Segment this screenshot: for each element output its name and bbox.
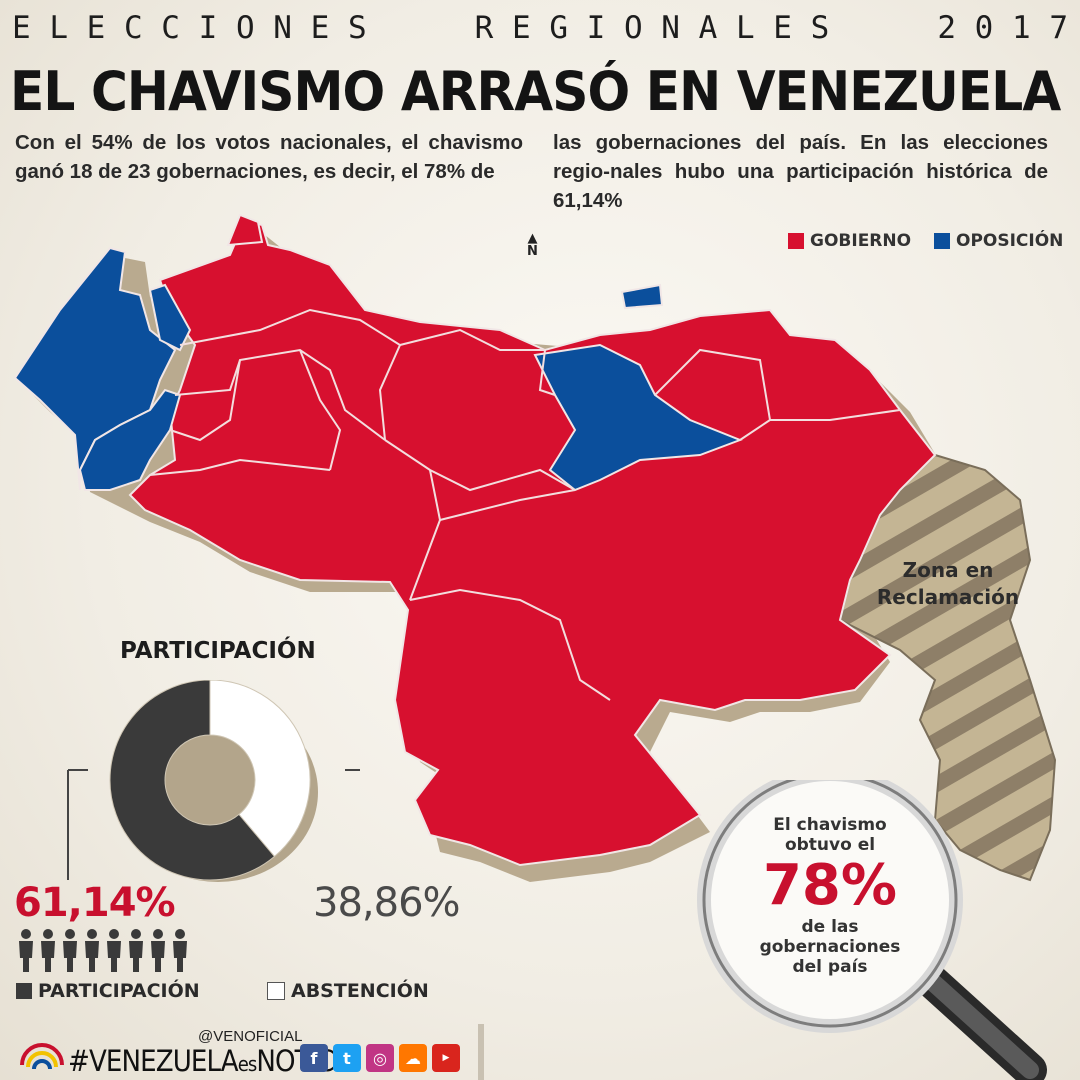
hashtag-part-a: #VENEZUELA: [68, 1044, 239, 1078]
abstencion-swatch: [267, 982, 285, 1000]
participation-pct: 61,14%: [14, 880, 176, 926]
page-title: EL CHAVISMO ARRASÓ EN VENEZUELA: [10, 60, 1061, 123]
person-icon: [129, 929, 143, 972]
legend-oposicion-label: OPOSICIÓN: [956, 231, 1064, 251]
oposicion-swatch: [934, 233, 950, 249]
state-borders: [149, 308, 901, 701]
callout-line2: obtuvo el: [784, 835, 876, 855]
twitter-icon[interactable]: t: [333, 1044, 361, 1072]
legend-abstencion-label: ABSTENCIÓN: [291, 980, 429, 1002]
person-icon: [151, 929, 165, 972]
callout-line1: El chavismo: [773, 815, 887, 835]
legend-participacion: PARTICIPACIÓN: [16, 980, 200, 1002]
donut-slice-participacion: [109, 680, 276, 881]
footer-handle: @VENOFICIAL: [198, 1028, 303, 1045]
donut-slice-abstencion: [209, 680, 311, 858]
person-icon: [173, 929, 187, 972]
footer-divider: [478, 1024, 484, 1080]
person-icon: [85, 929, 99, 972]
legend-gobierno-label: GOBIERNO: [810, 231, 912, 251]
abstention-pct: 38,86%: [313, 880, 461, 926]
callout-line4: gobernaciones: [759, 937, 901, 957]
people-icons: [19, 929, 187, 972]
north-arrow: ▲ N: [527, 232, 538, 258]
person-icon: [63, 929, 77, 972]
magnifier-icon: [697, 780, 1047, 1080]
hashtag-part-b: es: [237, 1052, 258, 1076]
instagram-icon[interactable]: ◎: [366, 1044, 394, 1072]
person-icon: [107, 929, 121, 972]
region-gobierno-peninsula: [226, 213, 264, 247]
legend-oposicion: OPOSICIÓN: [934, 231, 1063, 251]
lead-text-right: las gobernaciones del país. En las elecc…: [553, 131, 1048, 212]
kicker-word-1: E L E C C I O N E S: [12, 10, 367, 46]
person-icon: [19, 929, 33, 972]
legend-participacion-label: PARTICIPACIÓN: [38, 980, 200, 1002]
region-oposicion-tachira-merida: [78, 388, 182, 491]
kicker: E L E C C I O N E S R E G I O N A L E S …: [12, 10, 1068, 46]
callout-line3: de las: [801, 917, 859, 937]
callout-value: 78%: [762, 853, 898, 918]
kicker-word-3: 2 0 1 7: [937, 10, 1068, 46]
north-arrow-icon: ▲: [527, 231, 538, 246]
region-oposicion-nueva-esparta: [620, 283, 664, 310]
lead-text-left: Con el 54% de los votos nacionales, el c…: [15, 131, 523, 183]
north-label: N: [527, 244, 538, 259]
region-oposicion-anzoategui: [533, 343, 743, 492]
callout-line5: del país: [792, 957, 868, 977]
region-oposicion-falcon-coast: [148, 283, 192, 352]
person-icon: [41, 929, 55, 972]
legend-abstencion: ABSTENCIÓN: [267, 980, 429, 1002]
soundcloud-icon[interactable]: ☁: [399, 1044, 427, 1072]
youtube-icon[interactable]: ▶: [432, 1044, 460, 1072]
kicker-word-2: R E G I O N A L E S: [474, 10, 830, 46]
region-gobierno-main: [128, 218, 937, 867]
callout-text: El chavismo obtuvo el 78% de las goberna…: [727, 815, 933, 977]
legend-gobierno: GOBIERNO: [788, 231, 911, 251]
gobierno-swatch: [788, 233, 804, 249]
zona-reclamacion-label: Zona en Reclamación: [876, 558, 1020, 609]
broadcast-logo-icon: [20, 1043, 64, 1070]
participation-title: PARTICIPACIÓN: [120, 638, 316, 664]
region-oposicion-zulia: [13, 246, 177, 491]
facebook-icon[interactable]: f: [300, 1044, 328, 1072]
participacion-swatch: [16, 983, 32, 999]
participation-donut: [67, 680, 360, 882]
